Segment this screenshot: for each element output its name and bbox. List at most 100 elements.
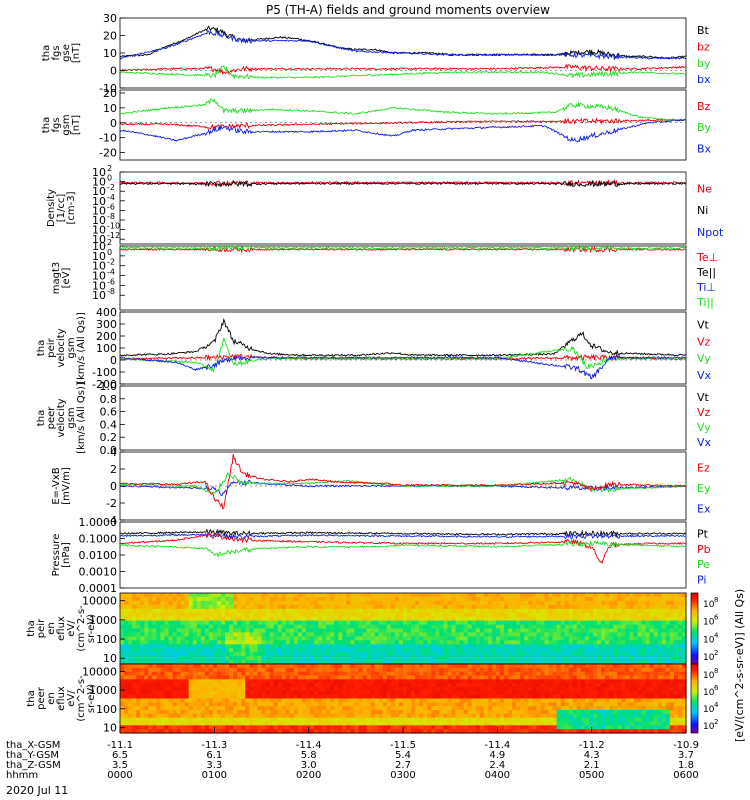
heatmap-cell [431, 624, 436, 630]
heatmap-cell [241, 698, 246, 703]
ylabel-line: [cm-3] [66, 191, 77, 224]
heatmap-cell [467, 608, 473, 614]
heatmap-cell [386, 710, 392, 715]
heatmap-cell [176, 713, 182, 719]
heatmap-cell [580, 725, 586, 730]
heatmap-cell [479, 656, 485, 661]
heatmap-cell [589, 616, 594, 622]
y-tick-exponent: -4 [107, 268, 115, 277]
heatmap-cell [394, 690, 400, 696]
heatmap-cell [217, 628, 222, 633]
heatmap-cell [504, 687, 509, 692]
heatmap-cell [370, 687, 376, 692]
heatmap-cell [289, 698, 295, 703]
heatmap-cell [277, 729, 283, 734]
heatmap-cell [463, 710, 469, 715]
heatmap-cell [508, 713, 513, 719]
heatmap-cell [370, 683, 376, 688]
heatmap-cell [200, 656, 206, 661]
heatmap-cell [184, 624, 190, 630]
heatmap-cell [524, 600, 529, 606]
heatmap-cell [346, 632, 351, 637]
heatmap-cell [677, 632, 683, 637]
heatmap-cell [512, 690, 517, 696]
heatmap-cell [564, 664, 570, 669]
heatmap-cell [281, 656, 287, 661]
heatmap-cell [160, 698, 165, 703]
heatmap-cell [156, 593, 161, 598]
heatmap-cell [508, 721, 513, 726]
heatmap-cell [314, 721, 319, 726]
heatmap-cell [394, 706, 400, 711]
heatmap-cell [184, 640, 190, 645]
heatmap-cell [265, 721, 271, 726]
heatmap-cell [617, 690, 622, 696]
heatmap-cell [245, 675, 250, 680]
heatmap-cell [241, 729, 246, 734]
heatmap-cell [229, 640, 234, 645]
heatmap-cell [338, 636, 343, 641]
heatmap-cell [172, 640, 178, 645]
heatmap-cell [471, 596, 477, 602]
heatmap-cell [411, 600, 416, 606]
heatmap-cell [370, 713, 376, 719]
heatmap-cell [285, 717, 291, 723]
heatmap-cell [229, 593, 234, 598]
heatmap-cell [156, 687, 161, 692]
heatmap-cell [415, 671, 420, 677]
heatmap-cell [641, 648, 647, 653]
heatmap-cell [435, 698, 440, 703]
heatmap-cell [447, 636, 453, 641]
heatmap-cell [504, 628, 509, 633]
heatmap-cell [225, 604, 230, 610]
heatmap-cell [334, 725, 339, 730]
heatmap-cell [172, 593, 178, 598]
heatmap-cell [496, 710, 501, 715]
heatmap-cell [637, 620, 643, 626]
heatmap-cell [374, 721, 380, 726]
heatmap-cell [584, 620, 590, 626]
heatmap-cell [233, 721, 238, 726]
heatmap-cell [156, 664, 161, 669]
heatmap-cell [330, 640, 335, 645]
heatmap-cell [124, 667, 129, 673]
heatmap-cell [386, 687, 392, 692]
heatmap-cell [277, 628, 283, 633]
heatmap-cell [208, 694, 214, 700]
heatmap-cell [269, 632, 275, 637]
heatmap-cell [265, 729, 271, 734]
heatmap-cell [487, 596, 493, 602]
heatmap-cell [556, 660, 562, 665]
y-tick-label: 1000 [89, 614, 117, 627]
heatmap-cell [196, 671, 202, 677]
heatmap-cell [221, 710, 226, 715]
heatmap-cell [253, 667, 258, 673]
heatmap-cell [471, 600, 477, 606]
heatmap-cell [415, 690, 420, 696]
heatmap-cell [192, 600, 198, 606]
heatmap-cell [314, 660, 319, 665]
heatmap-cell [580, 620, 586, 626]
heatmap-cell [265, 628, 271, 633]
heatmap-cell [423, 690, 428, 696]
heatmap-cell [593, 679, 598, 684]
heatmap-cell [576, 721, 582, 726]
heatmap-cell [580, 636, 586, 641]
heatmap-cell [483, 729, 489, 734]
heatmap-cell [682, 640, 687, 645]
heatmap-cell [520, 596, 525, 602]
heatmap-cell [560, 640, 566, 645]
heatmap-cell [217, 694, 222, 700]
heatmap-cell [350, 713, 355, 719]
heatmap-cell [487, 604, 493, 610]
heatmap-cell [289, 652, 295, 657]
heatmap-cell [354, 612, 360, 618]
heatmap-cell [637, 612, 643, 618]
heatmap-cell [540, 690, 546, 696]
heatmap-cell [528, 664, 533, 669]
heatmap-cell [168, 652, 174, 657]
heatmap-cell [504, 593, 509, 598]
heatmap-cell [180, 671, 186, 677]
heatmap-cell [609, 624, 614, 630]
